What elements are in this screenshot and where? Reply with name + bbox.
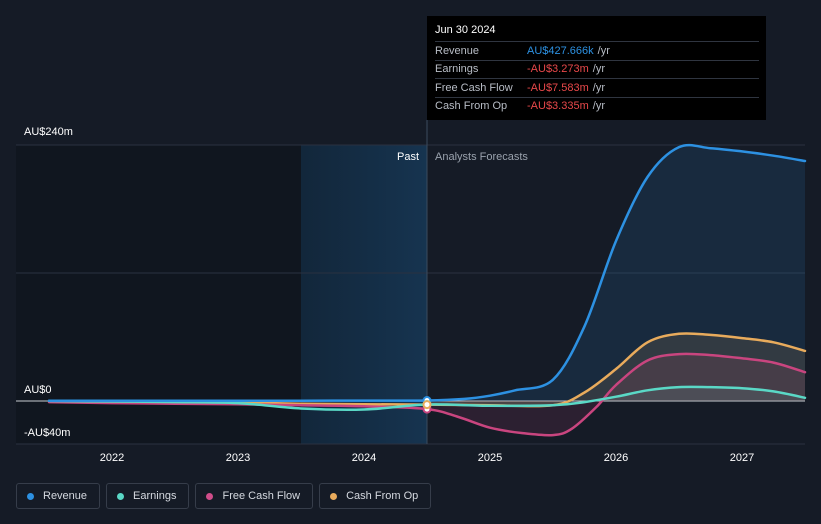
tooltip-label: Cash From Op: [435, 100, 508, 113]
series-area-revenue: [427, 145, 805, 401]
legend-label: Free Cash Flow: [222, 490, 301, 502]
tooltip-row-revenue: Revenue AU$427.666k /yr: [435, 41, 759, 60]
legend-item-earnings[interactable]: Earnings: [106, 483, 190, 509]
past-area-background: [16, 145, 301, 444]
forecast-label: Analysts Forecasts: [435, 151, 528, 163]
x-tick-label: 2024: [352, 452, 376, 464]
legend-item-cash-from-op[interactable]: Cash From Op: [319, 483, 432, 509]
tooltip-label: Free Cash Flow: [435, 81, 513, 94]
tooltip: Jun 30 2024 Revenue AU$427.666k /yr Earn…: [427, 16, 766, 120]
tooltip-value: AU$427.666k: [527, 44, 594, 57]
legend-dot-icon: [117, 492, 125, 500]
y-tick-label: AU$0: [24, 384, 52, 396]
series-line-revenue: [47, 143, 807, 402]
marker-dot-cash-from-op: [422, 400, 432, 410]
legend-label: Earnings: [133, 490, 177, 502]
x-tick-label: 2023: [226, 452, 250, 464]
tooltip-unit: /yr: [597, 44, 610, 57]
legend-dot-icon: [330, 492, 338, 500]
series-line-earnings: [47, 385, 807, 412]
legend-item-free-cash-flow[interactable]: Free Cash Flow: [195, 483, 314, 509]
tooltip-row-free-cash-flow: Free Cash Flow -AU$7.583m /yr: [435, 78, 759, 97]
legend-dot-icon: [206, 492, 214, 500]
legend-label: Cash From Op: [346, 490, 419, 502]
x-tick-label: 2025: [478, 452, 502, 464]
legend: Revenue Earnings Free Cash Flow Cash Fro…: [16, 483, 432, 509]
legend-label: Revenue: [43, 490, 88, 502]
y-tick-label: AU$240m: [24, 126, 73, 138]
x-tick-label: 2022: [100, 452, 124, 464]
tooltip-row-earnings: Earnings -AU$3.273m /yr: [435, 59, 759, 79]
past-highlight-band: [301, 145, 427, 444]
past-label: Past: [397, 151, 419, 163]
tooltip-unit: /yr: [592, 63, 605, 76]
tooltip-row-cash-from-op: Cash From Op -AU$3.335m /yr: [435, 96, 759, 116]
y-tick-label: -AU$40m: [24, 427, 70, 439]
series-area-free-cash-flow: [427, 353, 805, 436]
legend-item-revenue[interactable]: Revenue: [16, 483, 101, 509]
x-tick-label: 2027: [730, 452, 754, 464]
x-tick-label: 2026: [604, 452, 628, 464]
legend-dot-icon: [27, 492, 34, 500]
tooltip-value: -AU$3.273m: [527, 63, 589, 76]
tooltip-date: Jun 30 2024: [435, 24, 496, 36]
tooltip-label: Revenue: [435, 44, 480, 57]
tooltip-value: -AU$3.335m: [527, 100, 589, 113]
tooltip-unit: /yr: [592, 81, 605, 94]
series-area-earnings: [427, 386, 805, 406]
tooltip-value: -AU$7.583m: [527, 81, 589, 94]
tooltip-label: Earnings: [435, 63, 479, 76]
tooltip-unit: /yr: [592, 100, 605, 113]
